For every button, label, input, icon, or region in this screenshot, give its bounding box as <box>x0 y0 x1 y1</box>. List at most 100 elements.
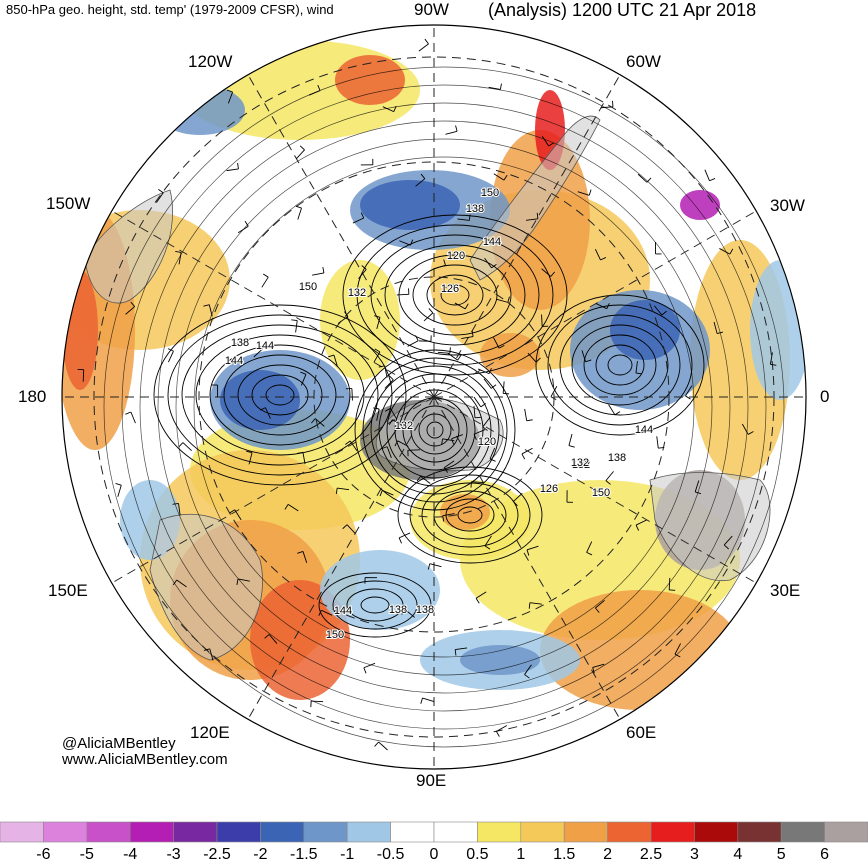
wind-barb <box>454 647 468 656</box>
contour-value-label: 144 <box>334 605 352 617</box>
wind-barb <box>394 440 409 447</box>
wind-barb <box>577 189 592 196</box>
wind-barb <box>418 38 429 52</box>
meridian-line <box>247 74 435 398</box>
height-contour <box>433 490 507 540</box>
colorbar-swatch <box>86 821 131 843</box>
wind-barb <box>226 162 239 172</box>
wind-barb <box>608 404 621 416</box>
lon-label-90w: 90W <box>414 0 449 19</box>
colorbar-tick-label: -6 <box>36 846 51 863</box>
colorbar-swatch <box>607 821 652 843</box>
wind-barb <box>310 700 324 708</box>
colorbar-tick-label: 0 <box>429 846 439 863</box>
wind-barb <box>594 248 607 261</box>
contour-value-label: 138 <box>389 604 407 616</box>
wind-barb <box>374 741 388 751</box>
wind-barb <box>442 513 455 522</box>
wind-barb <box>541 268 555 277</box>
lon-label-60w: 60W <box>626 52 661 71</box>
wind-barb <box>496 296 510 303</box>
author-handle: @AliciaMBentley <box>62 735 176 752</box>
wind-barb <box>654 241 662 255</box>
wind-barb <box>513 492 523 507</box>
contour-value-label: 138 <box>231 337 249 349</box>
wind-barb <box>398 532 411 544</box>
height-contour <box>384 244 526 346</box>
wind-barb <box>550 386 558 401</box>
wind-barb <box>653 305 667 316</box>
height-contour <box>583 334 657 396</box>
colorbar-swatch <box>43 821 88 843</box>
wind-barb <box>328 354 338 367</box>
meridian-line <box>247 396 435 720</box>
wind-barb <box>363 662 376 674</box>
anomaly-region <box>155 85 245 135</box>
meridian-line <box>433 74 621 398</box>
height-contour <box>181 324 379 466</box>
wind-barb <box>172 579 187 588</box>
contour-value-label: 138 <box>416 604 434 616</box>
wind-barb <box>236 578 250 585</box>
lon-label-120e: 120E <box>190 723 230 742</box>
wind-barb <box>451 434 463 445</box>
height-contour <box>595 344 645 386</box>
anomaly-region <box>335 55 405 105</box>
colorbar-tick-label: 2.5 <box>639 846 663 863</box>
contour-value-label: 150 <box>481 187 499 199</box>
colorbar-swatch <box>173 821 218 843</box>
wind-barb <box>493 173 508 181</box>
colorbar-tick-label: -1 <box>340 846 355 863</box>
wind-barb <box>443 460 455 473</box>
contour-value-label: 132 <box>572 459 590 471</box>
contour-value-label: 144 <box>225 355 243 367</box>
wind-barb <box>524 408 533 422</box>
anomaly-region <box>680 190 720 220</box>
wind-barb <box>407 449 420 457</box>
lon-label-0: 0 <box>820 387 830 406</box>
latitude-circle <box>313 276 555 518</box>
colorbar-swatch <box>477 821 522 843</box>
wind-barb <box>345 388 353 401</box>
height-contour <box>571 324 669 406</box>
landmass-outline <box>149 513 263 661</box>
contour-value-label: 126 <box>540 483 558 495</box>
wind-barb <box>420 697 435 704</box>
height-contour <box>153 304 407 486</box>
wind-barb <box>379 490 394 497</box>
height-contour <box>346 588 404 622</box>
height-contour <box>103 66 785 748</box>
wind-barb <box>483 378 497 389</box>
contour-value-label: 150 <box>326 629 344 641</box>
colorbar-swatch <box>0 821 44 843</box>
contour-value-label: 150 <box>299 281 317 293</box>
height-contour <box>410 405 460 455</box>
wind-barb <box>457 214 471 221</box>
height-contour <box>193 156 695 658</box>
landmass-outline <box>649 472 771 582</box>
wind-barb <box>493 337 505 349</box>
wind-barb <box>312 266 325 276</box>
height-contour <box>354 349 516 511</box>
wind-barb <box>423 308 434 322</box>
colorbar-tick-label: 5 <box>776 846 786 863</box>
wind-barb <box>374 315 381 329</box>
wind-barb <box>156 188 164 203</box>
wind-barb <box>284 504 299 512</box>
wind-barb <box>388 419 403 427</box>
lat-lon-grid <box>62 25 806 769</box>
height-contour <box>426 274 484 316</box>
height-contours <box>103 66 785 748</box>
wind-barb <box>167 348 174 363</box>
wind-barb <box>433 259 446 270</box>
wind-barb <box>175 250 182 265</box>
height-contour <box>175 138 713 676</box>
height-contour <box>397 466 543 564</box>
wind-barb <box>526 545 539 556</box>
wind-barb <box>296 145 305 159</box>
colorbar-swatch <box>346 821 391 843</box>
height-contour <box>121 84 767 730</box>
anomaly-region <box>62 270 98 390</box>
wind-barb <box>489 447 496 462</box>
wind-barb <box>568 433 575 448</box>
